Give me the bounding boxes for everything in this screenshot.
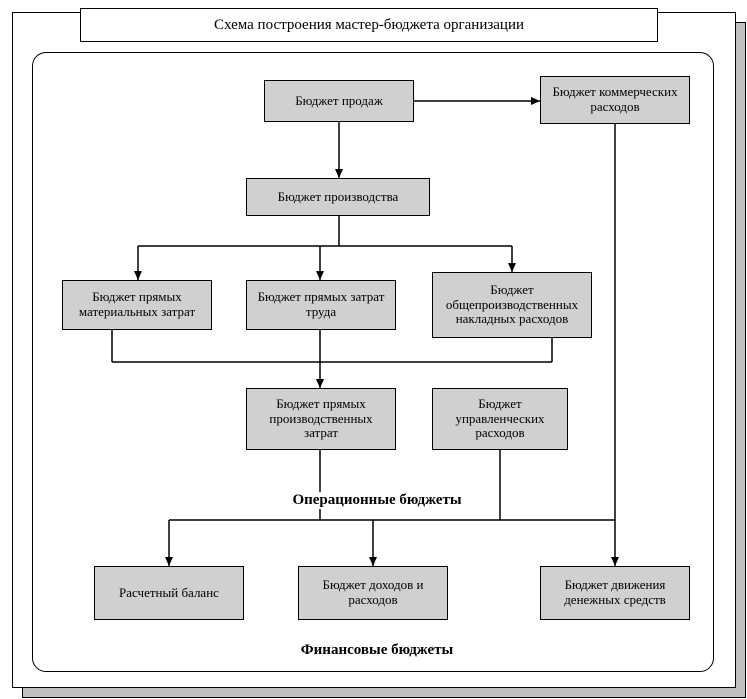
node-prodcost: Бюджет прямых производственных затрат [246, 388, 396, 450]
label-operational: Операционные бюджеты [263, 492, 491, 509]
node-cashflow: Бюджет движения денежных средств [540, 566, 690, 620]
node-admin: Бюджет управленческих расходов [432, 388, 568, 450]
node-materials: Бюджет прямых материальных затрат [62, 280, 212, 330]
node-overhead: Бюджет общепроизводственных накладных ра… [432, 272, 592, 338]
node-sales: Бюджет продаж [264, 80, 414, 122]
node-pnl: Бюджет доходов и расходов [298, 566, 448, 620]
node-labor: Бюджет прямых затрат труда [246, 280, 396, 330]
node-production: Бюджет производства [246, 178, 430, 216]
label-financial: Финансовые бюджеты [263, 642, 491, 659]
diagram-title: Схема построения мастер-бюджета организа… [80, 8, 658, 42]
node-commercial: Бюджет коммерческих расходов [540, 76, 690, 124]
diagram-stage: Схема построения мастер-бюджета организа… [0, 0, 747, 699]
node-balance: Расчетный баланс [94, 566, 244, 620]
diagram-title-text: Схема построения мастер-бюджета организа… [214, 16, 524, 34]
